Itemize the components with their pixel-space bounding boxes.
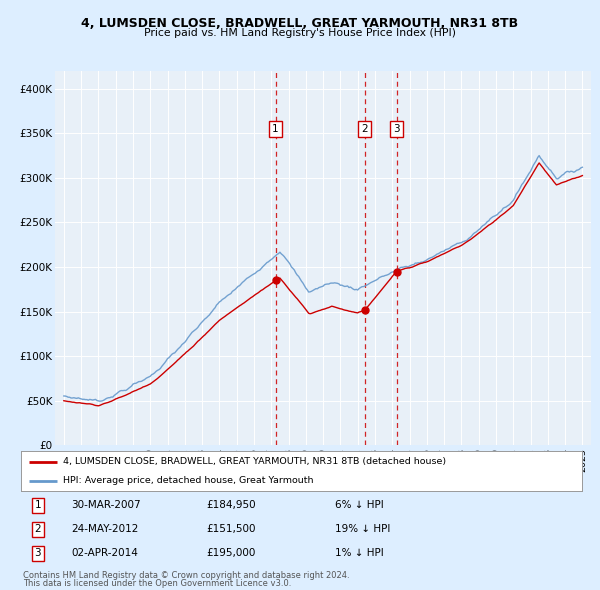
Text: 24-MAY-2012: 24-MAY-2012 [71, 525, 139, 534]
Text: 30-MAR-2007: 30-MAR-2007 [71, 500, 141, 510]
Text: 19% ↓ HPI: 19% ↓ HPI [335, 525, 391, 534]
Text: 2: 2 [35, 525, 41, 534]
Text: £151,500: £151,500 [206, 525, 256, 534]
Text: 2: 2 [361, 124, 368, 134]
Text: £195,000: £195,000 [206, 548, 256, 558]
Text: 3: 3 [393, 124, 400, 134]
Text: Contains HM Land Registry data © Crown copyright and database right 2024.: Contains HM Land Registry data © Crown c… [23, 571, 349, 579]
Text: £184,950: £184,950 [206, 500, 256, 510]
Text: HPI: Average price, detached house, Great Yarmouth: HPI: Average price, detached house, Grea… [63, 476, 314, 486]
Text: 4, LUMSDEN CLOSE, BRADWELL, GREAT YARMOUTH, NR31 8TB: 4, LUMSDEN CLOSE, BRADWELL, GREAT YARMOU… [82, 17, 518, 30]
Text: 3: 3 [35, 548, 41, 558]
Text: 1% ↓ HPI: 1% ↓ HPI [335, 548, 384, 558]
Text: Price paid vs. HM Land Registry's House Price Index (HPI): Price paid vs. HM Land Registry's House … [144, 28, 456, 38]
Text: This data is licensed under the Open Government Licence v3.0.: This data is licensed under the Open Gov… [23, 579, 291, 588]
Text: 6% ↓ HPI: 6% ↓ HPI [335, 500, 384, 510]
Text: 1: 1 [35, 500, 41, 510]
Text: 4, LUMSDEN CLOSE, BRADWELL, GREAT YARMOUTH, NR31 8TB (detached house): 4, LUMSDEN CLOSE, BRADWELL, GREAT YARMOU… [63, 457, 446, 466]
Text: 1: 1 [272, 124, 279, 134]
Text: 02-APR-2014: 02-APR-2014 [71, 548, 139, 558]
